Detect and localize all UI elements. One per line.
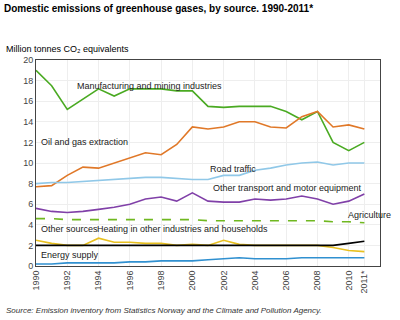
svg-text:Heating in other industries an: Heating in other industries and househol… [97,224,268,234]
svg-text:2004: 2004 [250,271,260,291]
svg-text:6: 6 [28,199,33,209]
svg-text:2008: 2008 [312,271,322,291]
svg-text:Domestic emissions of greenhou: Domestic emissions of greenhouse gases, … [4,3,313,14]
svg-text:0: 0 [28,261,33,271]
svg-text:Source: Emission inventory fro: Source: Emission inventory from Statisti… [6,306,322,315]
svg-text:2006: 2006 [281,271,291,291]
svg-text:14: 14 [23,117,33,127]
svg-text:4: 4 [28,220,33,230]
svg-text:1998: 1998 [156,271,166,291]
svg-text:12: 12 [23,138,33,148]
svg-text:2: 2 [28,241,33,251]
svg-text:Manufacturing and mining indus: Manufacturing and mining industries [77,81,222,91]
svg-text:2002: 2002 [219,271,229,291]
svg-text:Road traffic: Road traffic [210,164,256,174]
svg-text:18: 18 [23,76,33,86]
svg-text:1990: 1990 [31,271,41,291]
svg-text:8: 8 [28,179,33,189]
svg-text:10: 10 [23,158,33,168]
svg-text:2011*: 2011* [359,270,369,293]
svg-text:Agriculture: Agriculture [348,210,391,220]
svg-text:1996: 1996 [125,271,135,291]
svg-text:Million tonnes CO₂ equivalents: Million tonnes CO₂ equivalents [6,44,129,54]
svg-text:1992: 1992 [62,271,72,291]
svg-text:2010: 2010 [344,271,354,291]
svg-text:Other sources: Other sources [41,224,98,234]
svg-text:Oil and gas extraction: Oil and gas extraction [41,137,128,147]
svg-text:Other transport and motor equi: Other transport and motor equipment [213,183,362,193]
svg-text:2000: 2000 [187,271,197,291]
svg-text:1994: 1994 [93,271,103,291]
svg-text:16: 16 [23,96,33,106]
svg-text:20: 20 [23,55,33,65]
svg-text:Energy supply: Energy supply [41,250,99,260]
